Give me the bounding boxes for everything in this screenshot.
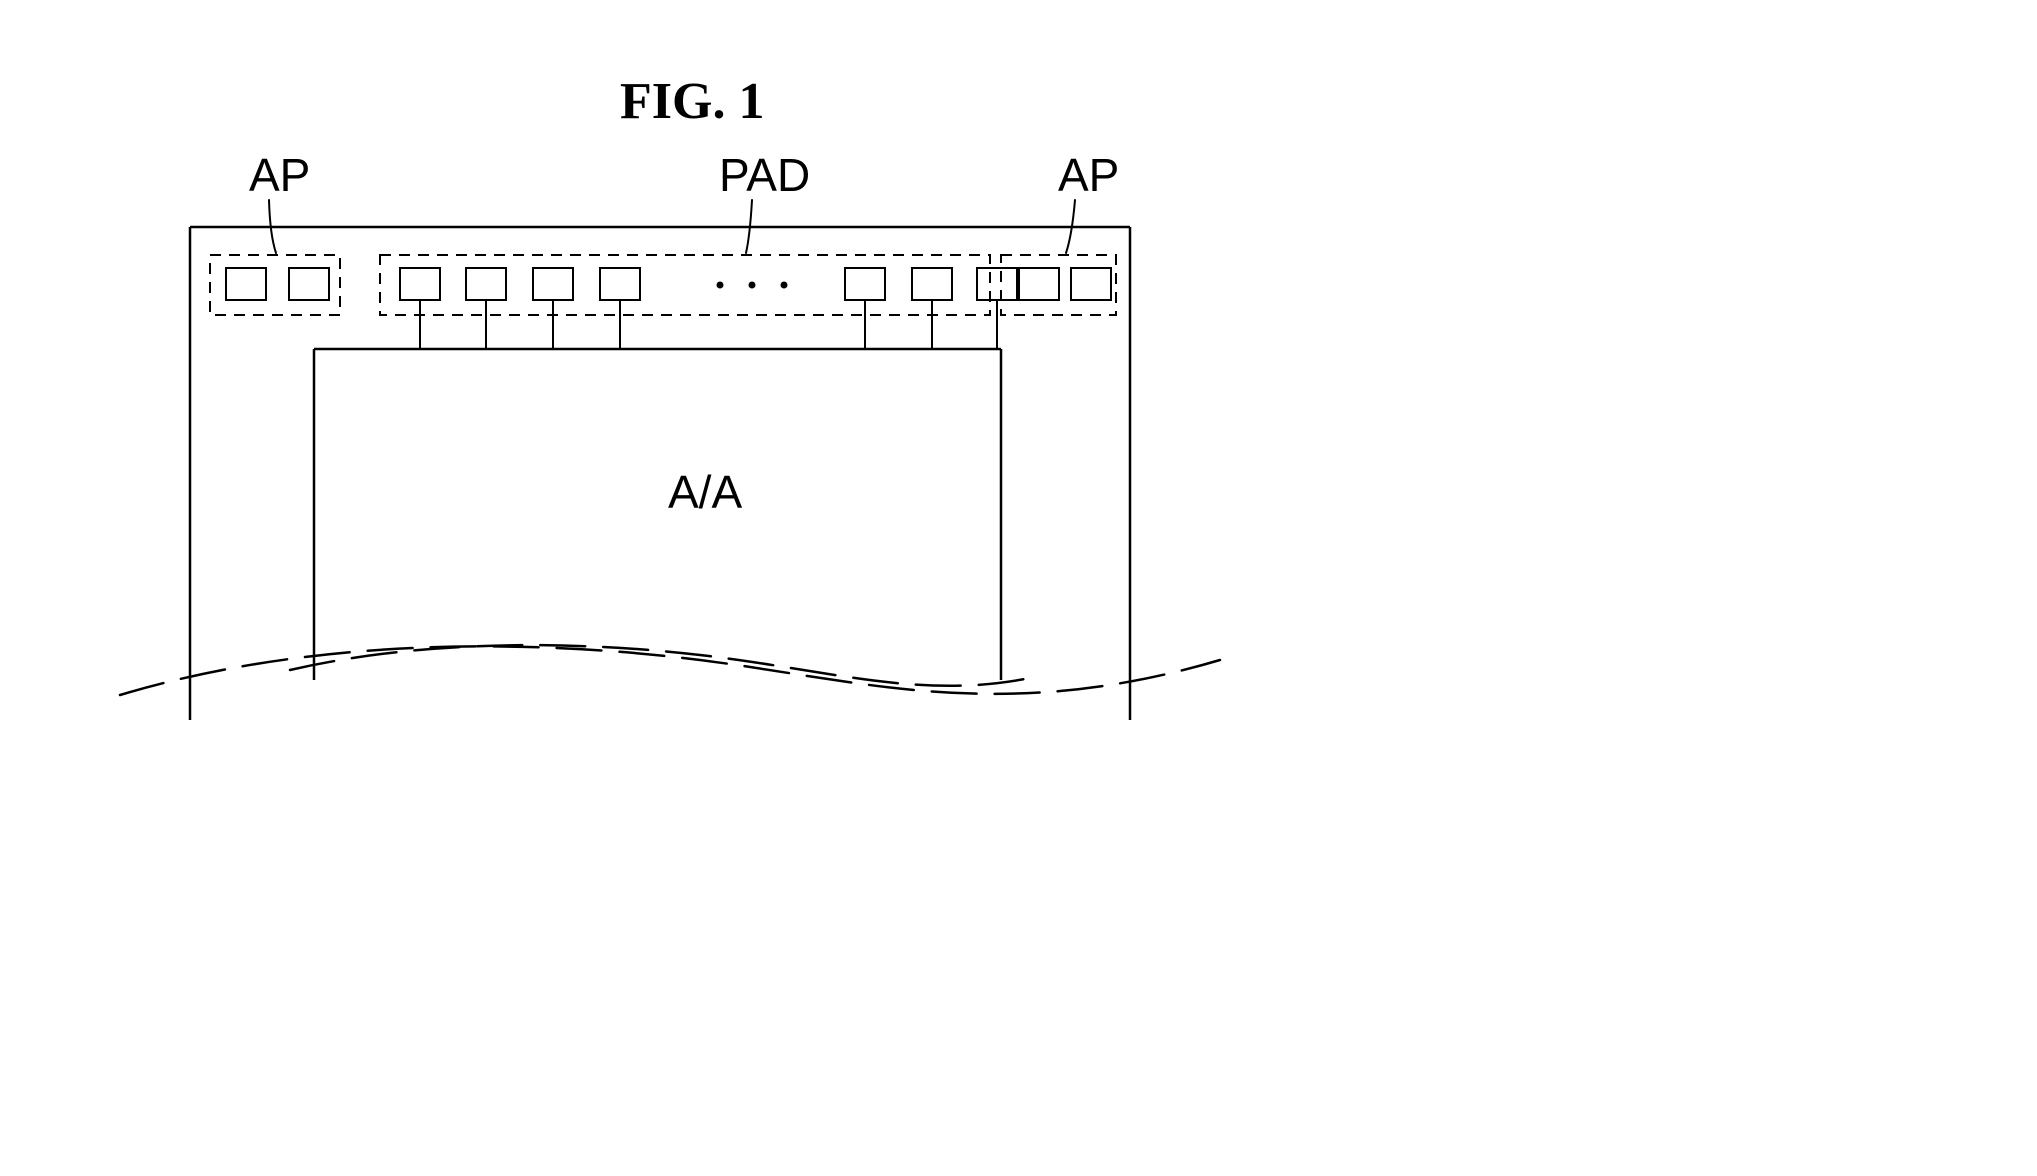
diagram-svg [0, 0, 2037, 1176]
figure-canvas: FIG. 1 AP PAD AP A/A [0, 0, 2037, 1176]
